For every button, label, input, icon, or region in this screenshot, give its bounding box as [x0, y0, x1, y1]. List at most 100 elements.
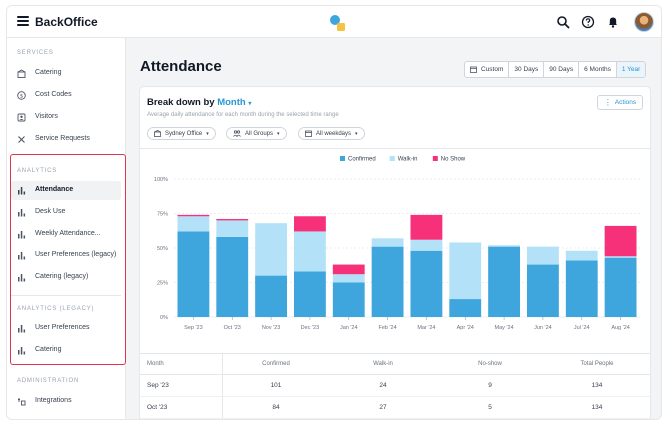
bar-segment [177, 214, 210, 217]
breakdown-dropdown[interactable]: Month ▾ [217, 97, 251, 108]
x-tick-label: Jan '24 [340, 325, 358, 331]
app-logo-icon [330, 15, 345, 31]
bar-segment [565, 250, 598, 261]
table-header-confirmed: Confirmed [262, 361, 290, 367]
range-custom-button[interactable]: Custom [465, 62, 510, 77]
bar-segment [604, 225, 637, 257]
bar-chart-icon [18, 231, 26, 239]
filter-label: All Groups [245, 130, 274, 137]
sidebar-item-visitors[interactable]: Visitors [11, 108, 121, 127]
range-6-months-button[interactable]: 6 Months [579, 62, 617, 77]
bar-segment [410, 239, 443, 251]
legend-swatch [432, 156, 438, 161]
sidebar-item-attendance[interactable]: Attendance [11, 181, 121, 200]
group-filter[interactable]: All Groups ▾ [226, 127, 287, 140]
sidebar-item-weekly-attendance[interactable]: Weekly Attendance... [11, 225, 121, 244]
table-cell-month: Oct '23 [147, 404, 168, 411]
sidebar-item-label: Cost Codes [35, 91, 72, 98]
sidebar-section-analytics-legacy: ANALYTICS (LEGACY) [17, 306, 95, 312]
sidebar-item-label: Integrations [35, 397, 72, 404]
visitor-badge-icon [17, 113, 26, 122]
filter-label: Sydney Office [165, 130, 203, 137]
table-row: Sep '23 101 24 9 134 [140, 375, 650, 397]
bar-segment [526, 246, 559, 265]
range-30-days-button[interactable]: 30 Days [509, 62, 545, 77]
bar-chart-icon [18, 325, 26, 333]
calendar-icon [305, 130, 312, 137]
table-cell-walk-in: 27 [379, 404, 387, 411]
sidebar-item-catering-analytics[interactable]: Catering [11, 341, 121, 360]
range-1-year-button[interactable]: 1 Year [616, 62, 646, 77]
table-cell-total-people: 134 [591, 404, 603, 411]
sidebar-item-cost-codes[interactable]: $ Cost Codes [11, 86, 121, 105]
sidebar-item-label: User Preferences (legacy) [35, 251, 117, 258]
calendar-icon [470, 66, 477, 73]
x-tick-label: Oct '23 [224, 325, 241, 331]
bar-segment [565, 260, 598, 317]
bar-segment [332, 282, 365, 317]
sidebar-item-label: Attendance [35, 186, 74, 193]
table-header-total-people: Total People [580, 361, 614, 367]
bar-segment [449, 242, 482, 300]
page-title: Attendance [140, 58, 222, 75]
main-content: Attendance Custom 30 Days 90 Days 6 Mont… [126, 38, 661, 419]
sidebar-item-catering-legacy[interactable]: Catering (legacy) [11, 268, 121, 287]
x-tick-label: Aug '24 [611, 325, 629, 331]
card-subtitle: Average daily attendance for each month … [147, 112, 339, 118]
card-divider [140, 148, 650, 149]
sidebar-section-administration: ADMINISTRATION [17, 378, 80, 384]
attendance-card: Break down by Month ▾ Average daily atte… [139, 86, 651, 419]
notification-bell-icon[interactable] [606, 15, 620, 29]
sidebar-item-service-requests[interactable]: Service Requests [11, 130, 121, 149]
tools-icon [18, 136, 25, 143]
table-header-month: Month [147, 361, 164, 367]
attendance-stacked-bar-chart: Confirmed Walk-in No Show 0% 25% 50% 75% 100% Se… [154, 156, 640, 331]
filter-label: All weekdays [316, 130, 352, 137]
users-icon [233, 130, 241, 137]
breakdown-label: Break down by [147, 97, 215, 108]
table-cell-month: Sep '23 [147, 382, 169, 389]
range-label: Custom [481, 66, 504, 73]
bar-segment [293, 271, 326, 317]
hamburger-menu-icon[interactable] [17, 16, 29, 26]
table-cell-no-show: 5 [488, 404, 492, 411]
table-header-no-show: No-show [478, 361, 502, 367]
location-filter[interactable]: Sydney Office ▾ [147, 127, 216, 140]
sidebar-item-label: User Preferences [35, 324, 90, 331]
x-tick-label: Feb '24 [378, 325, 396, 331]
sidebar-section-services: SERVICES [17, 50, 54, 56]
sidebar-item-user-preferences-legacy[interactable]: User Preferences (legacy) [11, 246, 121, 265]
sidebar-item-integrations[interactable]: Integrations [11, 392, 121, 411]
building-icon [154, 130, 161, 137]
actions-button[interactable]: ⋮ Actions [597, 95, 643, 110]
sidebar-item-label: Catering (legacy) [35, 273, 89, 280]
weekday-filter[interactable]: All weekdays ▾ [298, 127, 365, 140]
chevron-down-icon: ▾ [355, 130, 358, 137]
search-icon[interactable] [556, 15, 570, 29]
sidebar-item-catering[interactable]: Catering [11, 64, 121, 83]
chevron-down-icon: ▾ [248, 101, 252, 107]
bar-segment [255, 275, 288, 317]
range-90-days-button[interactable]: 90 Days [544, 62, 580, 77]
legend-label: No Show [441, 157, 466, 163]
sidebar-item-label: Catering [35, 69, 62, 76]
help-icon[interactable] [581, 15, 595, 29]
x-tick-label: Dec '23 [301, 325, 319, 331]
bar-segment [449, 299, 482, 317]
sidebar-item-desk-use[interactable]: Desk Use [11, 203, 121, 222]
table-header-walk-in: Walk-in [373, 361, 393, 367]
app-window: BackOffice SERVICES Catering $ Cost Code [6, 5, 662, 420]
analytics-highlight-box [10, 154, 126, 365]
sidebar-item-label: Visitors [35, 113, 58, 120]
x-tick-label: May '24 [495, 325, 514, 331]
sidebar-item-user-preferences[interactable]: User Preferences [11, 319, 121, 338]
sidebar: SERVICES Catering $ Cost Codes Visitors … [7, 38, 126, 419]
bar-segment [177, 231, 210, 317]
actions-label: Actions [614, 99, 637, 106]
y-tick-label: 0% [160, 315, 168, 321]
breakdown-heading: Break down by Month ▾ [147, 97, 251, 108]
bar-segment [488, 245, 521, 247]
building-icon [17, 69, 26, 78]
x-tick-label: Nov '23 [262, 325, 280, 331]
user-avatar[interactable] [634, 12, 654, 32]
